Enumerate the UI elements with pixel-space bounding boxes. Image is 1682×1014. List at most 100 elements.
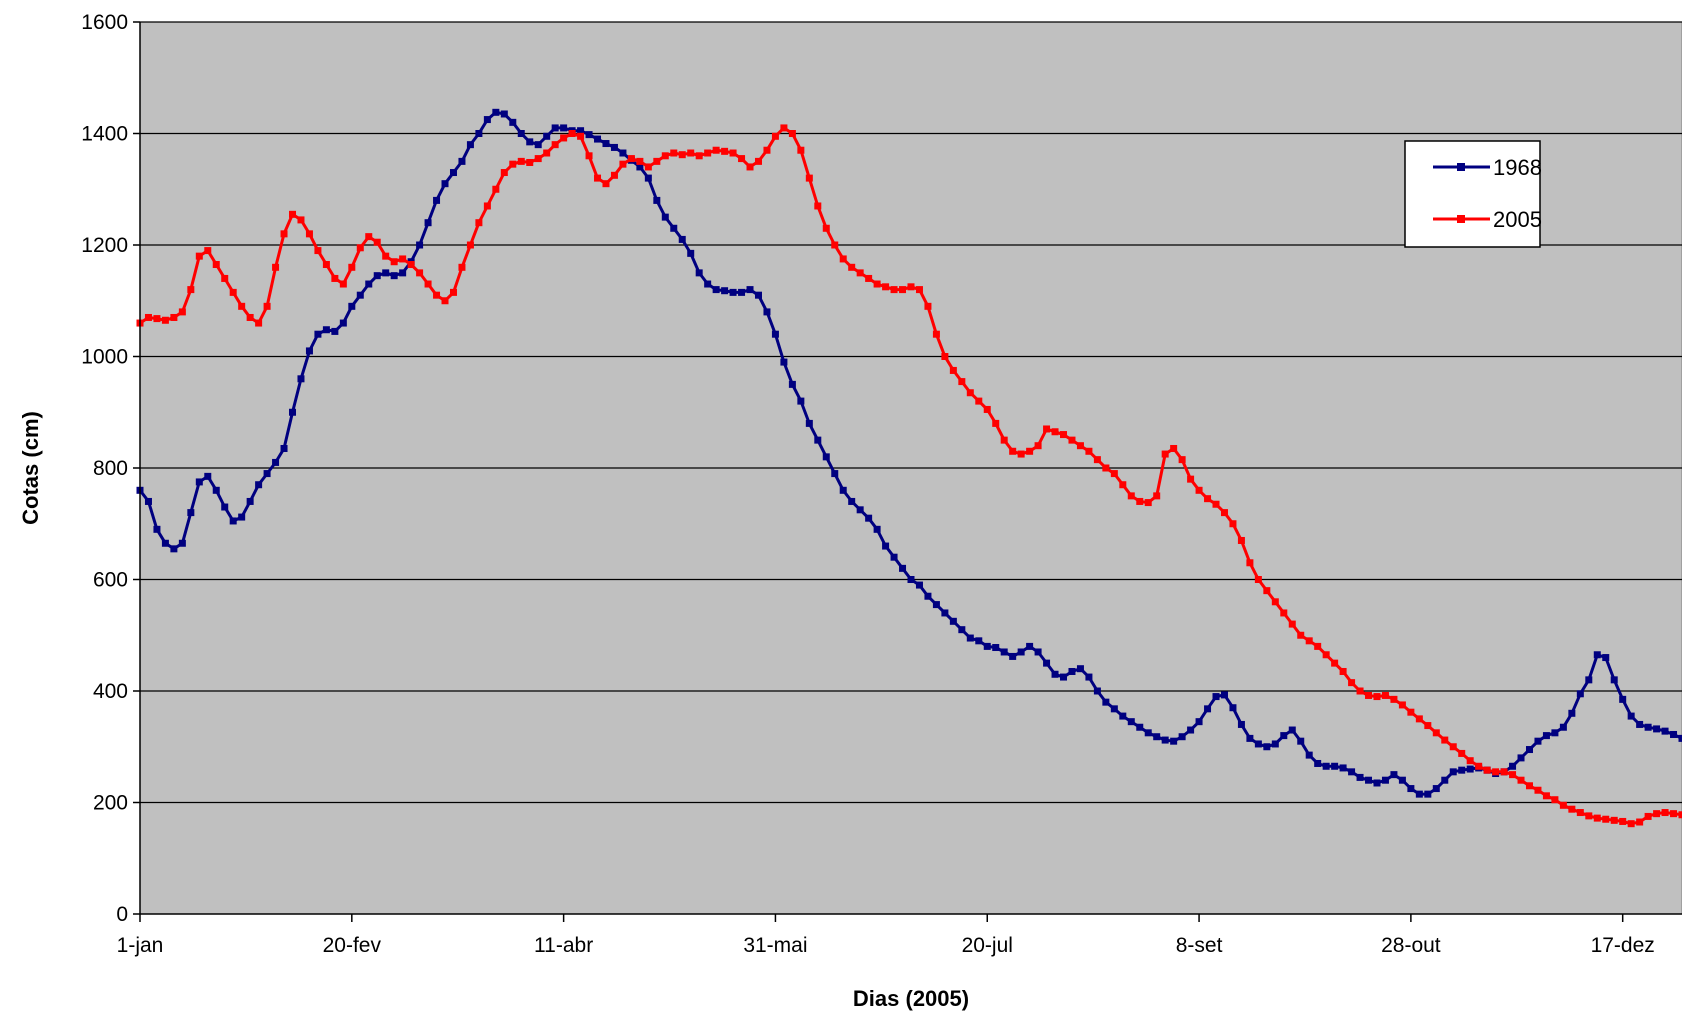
y-tick-label: 0 [116,903,128,926]
data-point-1968 [678,235,686,243]
data-point-2005 [585,152,593,160]
data-point-2005 [1339,667,1347,675]
data-point-1968 [1263,743,1271,751]
data-point-1968 [754,291,762,299]
data-point-1968 [1424,790,1432,798]
data-point-1968 [882,542,890,550]
data-point-2005 [314,247,322,255]
data-point-2005 [1102,464,1110,472]
data-point-1968 [492,108,500,116]
data-point-2005 [399,255,407,263]
data-point-1968 [1348,768,1356,776]
data-point-1968 [1449,768,1457,776]
data-point-1968 [314,330,322,338]
data-point-1968 [1187,726,1195,734]
data-point-2005 [1678,811,1682,819]
data-point-2005 [178,308,186,316]
data-point-2005 [339,280,347,288]
data-point-1968 [873,525,881,533]
data-point-2005 [1509,771,1517,779]
data-point-1968 [1076,665,1084,673]
data-point-2005 [958,378,966,386]
data-point-2005 [1542,792,1550,800]
data-point-1968 [958,626,966,634]
data-point-2005 [255,319,263,327]
data-point-2005 [610,171,618,179]
data-point-2005 [754,157,762,165]
data-point-1968 [788,380,796,388]
data-point-2005 [636,157,644,165]
data-point-2005 [1415,715,1423,723]
data-point-2005 [322,261,330,269]
data-point-2005 [1212,500,1220,508]
data-point-2005 [1483,766,1491,774]
data-point-2005 [1068,436,1076,444]
data-point-2005 [814,202,822,210]
data-point-2005 [1610,816,1618,824]
data-point-2005 [1237,536,1245,544]
data-point-2005 [1407,708,1415,716]
data-point-1968 [1568,709,1576,717]
data-point-1968 [280,444,288,452]
data-point-1968 [1458,766,1466,774]
data-point-1968 [1331,762,1339,770]
data-point-1968 [1670,730,1678,738]
data-point-1968 [721,287,729,295]
data-point-1968 [865,514,873,522]
data-point-1968 [763,308,771,316]
legend-swatch-marker [1457,163,1465,171]
data-point-2005 [1602,815,1610,823]
data-point-1968 [1398,776,1406,784]
data-point-2005 [712,146,720,154]
data-point-2005 [433,291,441,299]
data-point-1968 [297,375,305,383]
data-point-2005 [365,233,373,241]
data-point-1968 [1254,740,1262,748]
data-point-1968 [466,141,474,149]
data-point-2005 [687,149,695,157]
data-point-1968 [1576,690,1584,698]
data-point-2005 [1670,810,1678,818]
data-point-2005 [1492,768,1500,776]
data-point-2005 [771,132,779,140]
data-point-2005 [272,263,280,271]
data-point-2005 [594,174,602,182]
data-point-2005 [1365,691,1373,699]
data-point-1968 [1297,737,1305,745]
data-point-1968 [1127,718,1135,726]
data-point-1968 [1051,670,1059,678]
data-point-2005 [1568,805,1576,813]
data-point-1968 [204,472,212,480]
data-point-1968 [822,453,830,461]
data-point-2005 [1280,609,1288,617]
x-axis-title: Dias (2005) [853,986,969,1011]
data-point-1968 [1212,693,1220,701]
data-point-1968 [856,506,864,514]
data-point-1968 [1060,673,1068,681]
data-point-1968 [1365,776,1373,784]
data-point-2005 [1263,587,1271,595]
data-point-2005 [1517,776,1525,784]
data-point-2005 [1627,820,1635,828]
data-point-2005 [1153,492,1161,500]
data-point-1968 [1551,729,1559,737]
data-point-2005 [822,224,830,232]
data-point-2005 [144,313,152,321]
data-point-2005 [577,132,585,140]
data-point-1968 [602,140,610,148]
data-point-2005 [1576,809,1584,817]
data-point-1968 [382,269,390,277]
data-point-1968 [983,642,991,650]
data-point-1968 [373,272,381,280]
data-point-1968 [949,617,957,625]
data-point-1968 [170,545,178,553]
data-point-1968 [1178,733,1186,741]
data-point-1968 [1246,734,1254,742]
data-point-2005 [1525,782,1533,790]
data-point-1968 [331,327,339,335]
data-point-2005 [1288,620,1296,628]
data-point-1968 [1161,736,1169,744]
data-point-1968 [704,280,712,288]
legend-label: 2005 [1493,207,1542,232]
data-point-2005 [1204,495,1212,503]
